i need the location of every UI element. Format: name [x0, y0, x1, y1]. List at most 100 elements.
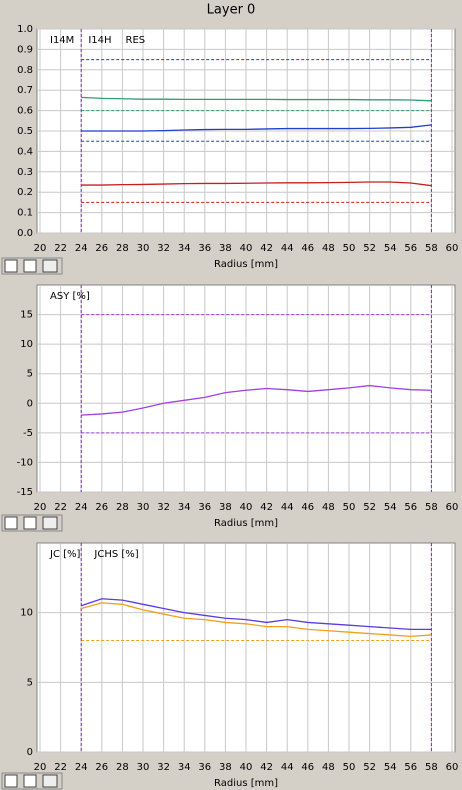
x-tick-label: 20	[34, 762, 47, 773]
x-tick-label: 28	[116, 243, 129, 254]
x-tick-label: 38	[219, 762, 232, 773]
series-line	[81, 602, 432, 638]
x-tick-label: 60	[446, 243, 459, 254]
x-tick-label: 30	[137, 243, 150, 254]
x-tick-label: 58	[425, 502, 438, 513]
x-tick-label: 52	[363, 502, 376, 513]
x-tick-label: 32	[157, 502, 170, 513]
x-tick-label: 46	[301, 502, 314, 513]
x-tick-label: 60	[446, 762, 459, 773]
x-tick-label: 24	[75, 502, 88, 513]
x-tick-label: 56	[404, 243, 417, 254]
x-tick-label: 26	[95, 502, 108, 513]
x-tick-label: 56	[404, 762, 417, 773]
x-tick-label: 36	[198, 762, 211, 773]
y-tick-label: 0.2	[17, 187, 33, 198]
x-tick-label: 44	[281, 502, 294, 513]
y-tick-label: 0.3	[17, 167, 33, 178]
series-line	[81, 181, 432, 187]
x-tick-label: 52	[363, 762, 376, 773]
y-tick-label: 0	[27, 398, 33, 409]
x-tick-label: 50	[343, 502, 356, 513]
x-tick-label: 42	[260, 502, 273, 513]
y-tick-label: 0.5	[17, 126, 33, 137]
x-tick-label: 48	[322, 243, 335, 254]
series-line	[80, 598, 432, 631]
x-tick-label: 50	[343, 762, 356, 773]
legend-entry: JCHS [%]	[93, 549, 138, 560]
y-tick-label: 0	[27, 747, 33, 758]
x-axis-label: Radius [mm]	[214, 259, 278, 270]
x-tick-label: 28	[116, 502, 129, 513]
x-tick-label: 20	[34, 502, 47, 513]
x-tick-label: 36	[198, 243, 211, 254]
x-tick-label: 32	[157, 243, 170, 254]
y-tick-label: -5	[23, 428, 33, 439]
toolbar[interactable]	[1, 514, 63, 532]
y-tick-label: 0.1	[17, 208, 33, 219]
x-tick-label: 44	[281, 243, 294, 254]
x-tick-label: 54	[384, 762, 397, 773]
x-tick-label: 34	[178, 762, 191, 773]
x-tick-label: 28	[116, 762, 129, 773]
y-tick-label: 0.9	[17, 44, 33, 55]
x-tick-label: 48	[322, 762, 335, 773]
x-tick-label: 24	[75, 762, 88, 773]
x-tick-label: 26	[95, 243, 108, 254]
y-tick-label: 0.6	[17, 106, 33, 117]
x-tick-label: 54	[384, 243, 397, 254]
x-axis-label: Radius [mm]	[214, 778, 278, 789]
y-tick-label: 0.7	[17, 85, 33, 96]
x-tick-label: 36	[198, 502, 211, 513]
x-tick-label: 32	[157, 762, 170, 773]
x-tick-label: 42	[260, 243, 273, 254]
x-tick-label: 40	[240, 243, 253, 254]
series-line	[81, 384, 432, 416]
y-tick-label: 5	[27, 677, 33, 688]
x-tick-label: 38	[219, 243, 232, 254]
x-tick-label: 46	[301, 243, 314, 254]
x-tick-label: 34	[178, 502, 191, 513]
x-tick-label: 34	[178, 243, 191, 254]
x-tick-label: 42	[260, 762, 273, 773]
x-tick-label: 22	[54, 762, 67, 773]
x-tick-label: 46	[301, 762, 314, 773]
legend-entry: JC [%]	[49, 549, 81, 560]
legend-entry: RES	[126, 35, 146, 46]
legend-entry: I14M	[50, 35, 74, 46]
x-tick-label: 22	[54, 502, 67, 513]
x-tick-label: 50	[343, 243, 356, 254]
x-tick-label: 52	[363, 243, 376, 254]
y-tick-label: 10	[20, 608, 33, 619]
y-tick-label: 0.4	[17, 146, 33, 157]
x-tick-label: 24	[75, 243, 88, 254]
x-tick-label: 58	[425, 243, 438, 254]
toolbar[interactable]	[1, 257, 63, 275]
series-line	[81, 96, 432, 102]
x-tick-label: 58	[425, 762, 438, 773]
series-line	[81, 124, 432, 132]
x-tick-label: 40	[240, 762, 253, 773]
x-tick-label: 30	[137, 762, 150, 773]
y-tick-label: 5	[27, 369, 33, 380]
y-tick-label: -10	[17, 457, 33, 468]
x-tick-label: 22	[54, 243, 67, 254]
x-axis-label: Radius [mm]	[214, 518, 278, 529]
legend-entry: I14H	[88, 35, 111, 46]
legend-entry: ASY [%]	[50, 291, 90, 302]
x-tick-label: 26	[95, 762, 108, 773]
y-tick-label: 0.0	[17, 228, 33, 239]
x-tick-label: 30	[137, 502, 150, 513]
x-tick-label: 60	[446, 502, 459, 513]
y-tick-label: 15	[20, 310, 33, 321]
toolbar[interactable]	[1, 772, 63, 790]
x-tick-label: 40	[240, 502, 253, 513]
page-title: Layer 0	[207, 3, 256, 18]
y-tick-label: 1.0	[17, 24, 33, 35]
y-tick-label: -15	[17, 487, 33, 498]
x-tick-label: 54	[384, 502, 397, 513]
x-tick-label: 44	[281, 762, 294, 773]
y-tick-label: 10	[20, 339, 33, 350]
y-tick-label: 0.8	[17, 65, 33, 76]
